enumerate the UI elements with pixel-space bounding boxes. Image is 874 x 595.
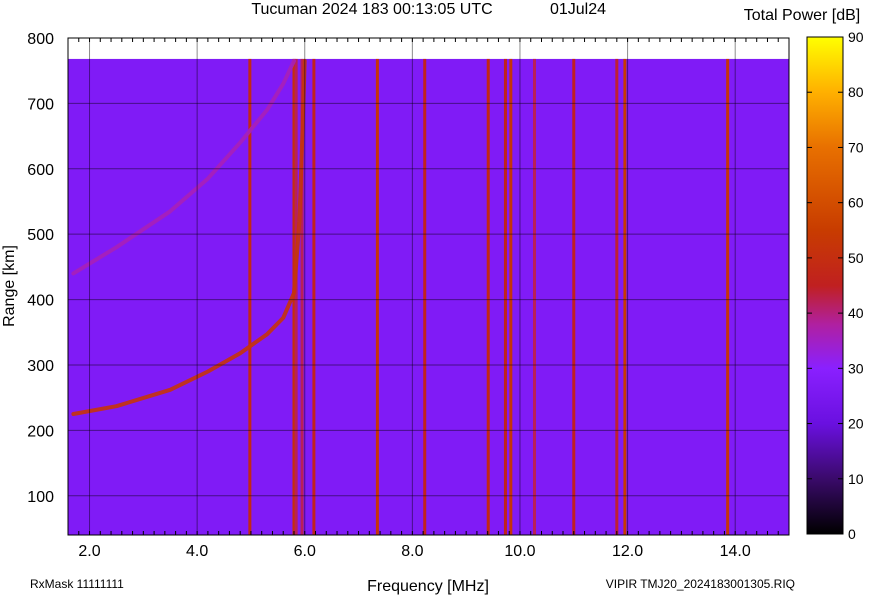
x-tick-label: 14.0 — [720, 543, 751, 560]
plot-frame — [67, 37, 790, 536]
interference-line — [248, 58, 252, 535]
y-tick-label: 800 — [27, 31, 54, 48]
interference-line — [423, 58, 427, 535]
x-tick-label: 12.0 — [612, 543, 643, 560]
colorbar-tick-label: 60 — [848, 195, 864, 211]
y-axis-label: Range [km] — [1, 245, 18, 327]
heatmap-layer — [68, 58, 789, 535]
interference-line — [294, 58, 298, 535]
colorbar-tick-label: 30 — [848, 360, 864, 376]
x-tick-label: 2.0 — [78, 543, 100, 560]
interference-line — [300, 58, 304, 535]
x-axis-ticks: 2.0 4.0 6.0 8.0 10.0 12.0 14.0 — [78, 543, 750, 560]
y-tick-label: 100 — [27, 489, 54, 506]
x-tick-label: 8.0 — [401, 543, 423, 560]
x-axis-label: Frequency [MHz] — [367, 578, 489, 595]
interference-line — [486, 58, 490, 535]
interference-line — [532, 58, 536, 535]
interference-line — [572, 58, 576, 535]
colorbar-tick-label: 50 — [848, 250, 864, 266]
colorbar-tick-label: 40 — [848, 305, 864, 321]
colorbar-ticks: 0 10 20 30 40 50 60 70 80 90 — [807, 29, 864, 542]
interference-line — [503, 58, 507, 535]
interference-line — [726, 58, 730, 535]
interference-line — [312, 58, 316, 535]
colorbar-tick-label: 90 — [848, 29, 864, 45]
y-tick-label: 700 — [27, 96, 54, 113]
heatmap-background — [68, 58, 789, 535]
file-label: VIPIR TMJ20_2024183001305.RIQ — [606, 577, 795, 591]
x-tick-label: 6.0 — [294, 543, 316, 560]
y-tick-label: 200 — [27, 423, 54, 440]
grid-layer — [67, 37, 790, 535]
y-tick-label: 400 — [27, 293, 54, 310]
interference-line — [375, 58, 379, 535]
colorbar-tick-label: 0 — [848, 526, 856, 542]
y-tick-label: 500 — [27, 227, 54, 244]
colorbar-tick-label: 10 — [848, 471, 864, 487]
colorbar-tick-label: 20 — [848, 416, 864, 432]
colorbar-tick-label: 70 — [848, 139, 864, 155]
y-tick-label: 300 — [27, 358, 54, 375]
x-tick-label: 10.0 — [504, 543, 535, 560]
interference-line — [623, 58, 627, 535]
chart-date: 01Jul24 — [550, 1, 606, 18]
interference-line — [615, 58, 619, 535]
chart-title: Tucuman 2024 183 00:13:05 UTC — [251, 1, 492, 18]
y-axis-ticks: 100 200 300 400 500 600 700 800 — [27, 31, 54, 506]
echo-trace — [71, 58, 307, 416]
rxmask-label: RxMask 11111111 — [30, 577, 124, 591]
colorbar-label: Total Power [dB] — [744, 7, 861, 24]
y-tick-label: 600 — [27, 162, 54, 179]
colorbar — [806, 36, 844, 535]
colorbar-tick-label: 80 — [848, 84, 864, 100]
interference-line — [509, 58, 513, 535]
x-tick-label: 4.0 — [186, 543, 208, 560]
echo-trace — [71, 58, 296, 276]
